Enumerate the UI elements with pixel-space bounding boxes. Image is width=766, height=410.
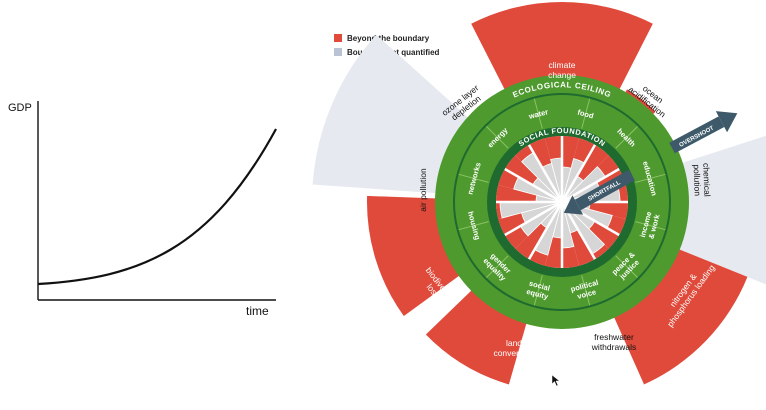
overshoot-arrow-head [715,111,738,133]
inner-spoke-5 [563,206,597,260]
shortfall-wedge-0 [562,136,580,169]
ring-divider-5 [581,275,591,306]
shortfall-wedge-19 [498,169,519,190]
wedge-spoke-4 [362,194,436,199]
mouse-cursor-icon [551,374,561,387]
ring-divider-10 [485,125,509,149]
shortfall-wedge-14 [515,223,547,260]
wedge-spoke-3 [399,276,460,321]
inner-spoke-11 [527,144,561,198]
boundary-label-land-conversion: land conversion [493,338,534,358]
inner-spoke-8 [504,203,558,237]
ring-divider-1 [615,125,639,149]
wedge-nitrogen-phosphorus [610,246,748,385]
gdp-growth-curve [37,128,277,286]
boundary-label-freshwater: freshwater withdrawals [591,332,636,352]
social-label-equity: socialequity [525,279,552,302]
boundary-label-line: withdrawals [591,342,636,352]
boundary-label-line: freshwater [594,332,634,342]
wedge-spoke-1 [506,323,528,395]
boundary-label-line: air pollution [418,168,428,212]
shortfall-wedge-18 [496,184,537,202]
ring-dividers [458,98,666,306]
shortfall-wedge-20 [504,155,538,185]
doughnut-centre [556,196,568,208]
shortfall-wedge-21 [515,144,534,162]
boundary-label-line: conversion [493,348,534,358]
shortfall-wedge-6 [589,202,628,220]
ring-divider-7 [485,255,509,279]
ring-divider-8 [458,221,489,231]
wedge-climate-change [471,2,653,96]
boundary-label-line: land [506,338,522,348]
ring-divider-11 [533,98,543,129]
ring-divider-2 [635,173,666,183]
wedge-chemical-pollution [673,135,766,285]
ring-divider-3 [635,221,666,231]
legend-swatch-not-quantified [334,48,342,56]
inner-spoke-7 [527,206,561,260]
shortfall-wedge-12 [544,236,562,268]
inner-spoke-10 [504,167,558,201]
gdp-graph: GDP time [8,101,277,318]
boundary-not-quantified-wedges [312,34,766,285]
boundary-label-line: climate [549,60,576,70]
shortfall-wedge-8 [588,221,620,249]
ring-divider-6 [533,275,543,306]
legend-label-beyond: Beyond the boundary [347,34,430,43]
overshoot-arrow-shaft [669,116,725,154]
boundary-label-line: chemical [701,163,712,197]
shortfall-wedge-16 [498,212,526,235]
legend-swatch-beyond [334,34,342,42]
shortfall-arrow-head [563,195,584,215]
shortfall-wedge-9 [592,244,609,260]
ring-divider-9 [458,173,489,183]
shortfall-wedge-17 [496,202,503,220]
inner-spoke-1 [563,144,597,198]
wedge-air-pollution [312,34,473,194]
wedge-spoke-2 [417,289,472,342]
gdp-x-label: time [246,304,269,318]
inner-spokes [496,136,628,268]
shortfall-arrow-shaft [574,169,635,211]
boundary-label-climate-change: climate change [548,60,576,80]
inner-spoke-2 [566,167,620,201]
boundary-label-chemical-pollution: chemicalpollution [692,163,713,197]
shortfall-wedge-10 [570,229,595,266]
boundary-label-line: change [548,70,576,80]
shortfall-wedge-2 [577,144,609,181]
ring-divider-0 [581,98,591,129]
ring-divider-4 [615,255,639,279]
shortfall-wedge-22 [529,138,552,168]
shortfall-wedge-5 [618,184,628,202]
social-label-food-line: food [577,108,595,121]
gdp-y-label: GDP [8,102,32,114]
wedge-spoke-0 [612,317,645,386]
boundary-label-air-pollution: air pollution [418,168,428,212]
shortfall-wedge-23 [544,136,562,160]
social-label-food: food [577,108,595,121]
ceiling-divider-line [453,93,671,311]
shortfall-wedge-11 [562,246,580,268]
boundary-label-line: pollution [692,164,703,196]
doughnut-diagram: ECOLOGICAL CEILING SOCIAL FOUNDATION wat… [312,2,766,395]
shortfall-wedge-1 [573,138,595,164]
